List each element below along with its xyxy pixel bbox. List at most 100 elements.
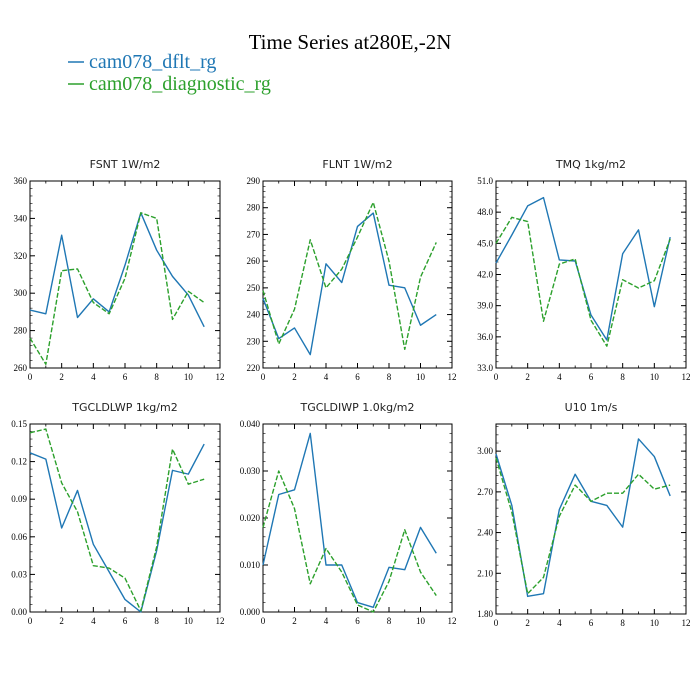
x-tick-label: 6: [355, 616, 360, 626]
y-tick-label: 33.0: [477, 363, 493, 373]
x-tick-label: 4: [91, 616, 96, 626]
x-tick-label: 8: [154, 372, 159, 382]
y-tick-label: 340: [14, 213, 28, 223]
panel-title: U10 1m/s: [565, 401, 618, 414]
x-tick-label: 12: [216, 372, 225, 382]
panel-0: FSNT 1W/m2 0 2 4 6 8 10 12 260 280 300 320 340 360: [14, 158, 225, 382]
y-tick-label: 260: [247, 256, 261, 266]
y-tick-label: 0.020: [240, 513, 261, 523]
x-tick-label: 0: [28, 616, 33, 626]
y-tick-label: 290: [247, 176, 261, 186]
y-tick-label: 3.00: [477, 446, 493, 456]
panel-5: U10 1m/s 0 2 4 6 8 10 12 1.80 2.10 2.40 2.70 3.00: [477, 401, 690, 628]
x-tick-label: 2: [292, 372, 297, 382]
x-tick-label: 2: [59, 372, 64, 382]
x-tick-label: 0: [494, 372, 499, 382]
x-tick-label: 10: [416, 372, 426, 382]
x-tick-label: 4: [91, 372, 96, 382]
series-line-diagnostic: [29, 212, 205, 365]
x-tick-label: 10: [416, 616, 426, 626]
y-tick-label: 280: [14, 326, 28, 336]
y-tick-label: 360: [14, 176, 28, 186]
y-tick-label: 42.0: [477, 270, 493, 280]
y-tick-label: 270: [247, 229, 261, 239]
legend: cam078_dflt_rg cam078_diagnostic_rg: [68, 51, 271, 95]
y-tick-label: 0.00: [11, 607, 27, 617]
panel-title: TGCLDLWP 1kg/m2: [71, 401, 177, 414]
y-tick-label: 0.000: [240, 607, 261, 617]
y-tick-label: 320: [14, 251, 28, 261]
x-tick-label: 4: [324, 372, 329, 382]
panel-1: FLNT 1W/m2 0 2 4 6 8 10 12 220 230 240 250 260 270 280…: [247, 158, 457, 382]
panel-2: TMQ 1kg/m2 0 2 4 6 8 10 12 33.0 36.0 39.0 42.0 45.0 4…: [477, 158, 690, 382]
y-tick-label: 0.12: [11, 457, 27, 467]
series-line-diagnostic: [29, 428, 205, 612]
x-tick-label: 0: [28, 372, 33, 382]
y-tick-label: 230: [247, 336, 261, 346]
x-tick-label: 12: [216, 616, 225, 626]
x-tick-label: 8: [387, 372, 392, 382]
x-tick-label: 0: [261, 372, 266, 382]
x-tick-label: 2: [292, 616, 297, 626]
x-tick-label: 12: [448, 372, 457, 382]
y-tick-label: 280: [247, 203, 261, 213]
panel-title: FSNT 1W/m2: [90, 158, 161, 171]
series-line-diagnostic: [262, 201, 437, 350]
x-tick-label: 10: [184, 372, 194, 382]
series-line-dflt: [29, 443, 205, 613]
x-tick-label: 12: [448, 616, 457, 626]
series-line-diagnostic: [495, 216, 671, 347]
x-tick-label: 10: [184, 616, 194, 626]
y-tick-label: 39.0: [477, 301, 493, 311]
y-tick-label: 45.0: [477, 238, 493, 248]
x-tick-label: 12: [682, 372, 691, 382]
y-tick-label: 260: [14, 363, 28, 373]
y-tick-label: 51.0: [477, 176, 493, 186]
y-tick-label: 2.70: [477, 487, 493, 497]
x-tick-label: 10: [650, 372, 660, 382]
series-line-dflt: [29, 212, 205, 328]
panel-4: TGCLDIWP 1.0kg/m2 0 2 4 6 8 10 12 0.000 0.010 0.02…: [240, 401, 457, 626]
y-tick-label: 48.0: [477, 207, 493, 217]
x-tick-label: 0: [261, 616, 266, 626]
panel-title: TGCLDIWP 1.0kg/m2: [299, 401, 414, 414]
x-tick-label: 2: [59, 616, 64, 626]
x-tick-label: 4: [557, 618, 562, 628]
y-tick-label: 2.10: [477, 568, 493, 578]
x-tick-label: 12: [682, 618, 691, 628]
panel-3: TGCLDLWP 1kg/m2 0 2 4 6 8 10 12 0.00 0.03 0.06 0.09…: [11, 401, 224, 626]
y-tick-label: 0.03: [11, 569, 27, 579]
figure-title: Time Series at280E,-2N: [249, 30, 452, 54]
y-tick-label: 0.15: [11, 419, 27, 429]
series-line-diagnostic: [495, 457, 671, 595]
panels: FSNT 1W/m20 2 4 6 8 10 12260280300320340360FLN…: [11, 158, 690, 628]
y-tick-label: 36.0: [477, 332, 493, 342]
panel-title: TMQ 1kg/m2: [555, 158, 626, 171]
y-tick-label: 0.030: [240, 466, 261, 476]
x-tick-label: 0: [494, 618, 499, 628]
panel-title: FLNT 1W/m2: [322, 158, 392, 171]
series-line-dflt: [262, 432, 437, 608]
y-tick-label: 1.80: [477, 609, 493, 619]
x-tick-label: 10: [650, 618, 660, 628]
y-tick-label: 0.06: [11, 532, 27, 542]
series-line-diagnostic: [262, 470, 437, 613]
x-tick-label: 8: [620, 372, 625, 382]
y-tick-label: 240: [247, 310, 261, 320]
x-tick-label: 6: [123, 616, 128, 626]
x-tick-label: 6: [589, 372, 594, 382]
y-tick-label: 0.09: [11, 494, 27, 504]
legend-label-diagnostic: cam078_diagnostic_rg: [89, 73, 271, 95]
x-tick-label: 6: [355, 372, 360, 382]
y-tick-label: 2.40: [477, 528, 493, 538]
y-tick-label: 220: [247, 363, 261, 373]
y-tick-label: 250: [247, 283, 261, 293]
x-tick-label: 8: [154, 616, 159, 626]
x-tick-label: 4: [557, 372, 562, 382]
legend-label-dflt: cam078_dflt_rg: [89, 51, 216, 73]
y-tick-label: 300: [14, 288, 28, 298]
y-tick-label: 0.040: [240, 419, 261, 429]
x-tick-label: 6: [123, 372, 128, 382]
